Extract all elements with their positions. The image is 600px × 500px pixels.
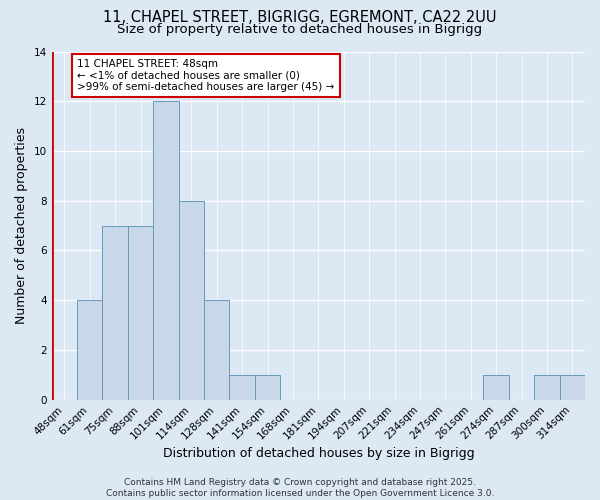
Bar <box>534 375 560 400</box>
Y-axis label: Number of detached properties: Number of detached properties <box>15 127 28 324</box>
Bar <box>229 375 255 400</box>
Bar <box>179 200 204 400</box>
Bar <box>128 226 153 400</box>
X-axis label: Distribution of detached houses by size in Bigrigg: Distribution of detached houses by size … <box>163 447 474 460</box>
Text: 11 CHAPEL STREET: 48sqm
← <1% of detached houses are smaller (0)
>99% of semi-de: 11 CHAPEL STREET: 48sqm ← <1% of detache… <box>77 59 334 92</box>
Text: 11, CHAPEL STREET, BIGRIGG, EGREMONT, CA22 2UU: 11, CHAPEL STREET, BIGRIGG, EGREMONT, CA… <box>103 10 497 25</box>
Bar <box>153 101 179 400</box>
Text: Size of property relative to detached houses in Bigrigg: Size of property relative to detached ho… <box>118 22 482 36</box>
Bar <box>77 300 103 400</box>
Bar <box>204 300 229 400</box>
Bar <box>255 375 280 400</box>
Bar <box>103 226 128 400</box>
Bar <box>560 375 585 400</box>
Text: Contains HM Land Registry data © Crown copyright and database right 2025.
Contai: Contains HM Land Registry data © Crown c… <box>106 478 494 498</box>
Bar <box>484 375 509 400</box>
